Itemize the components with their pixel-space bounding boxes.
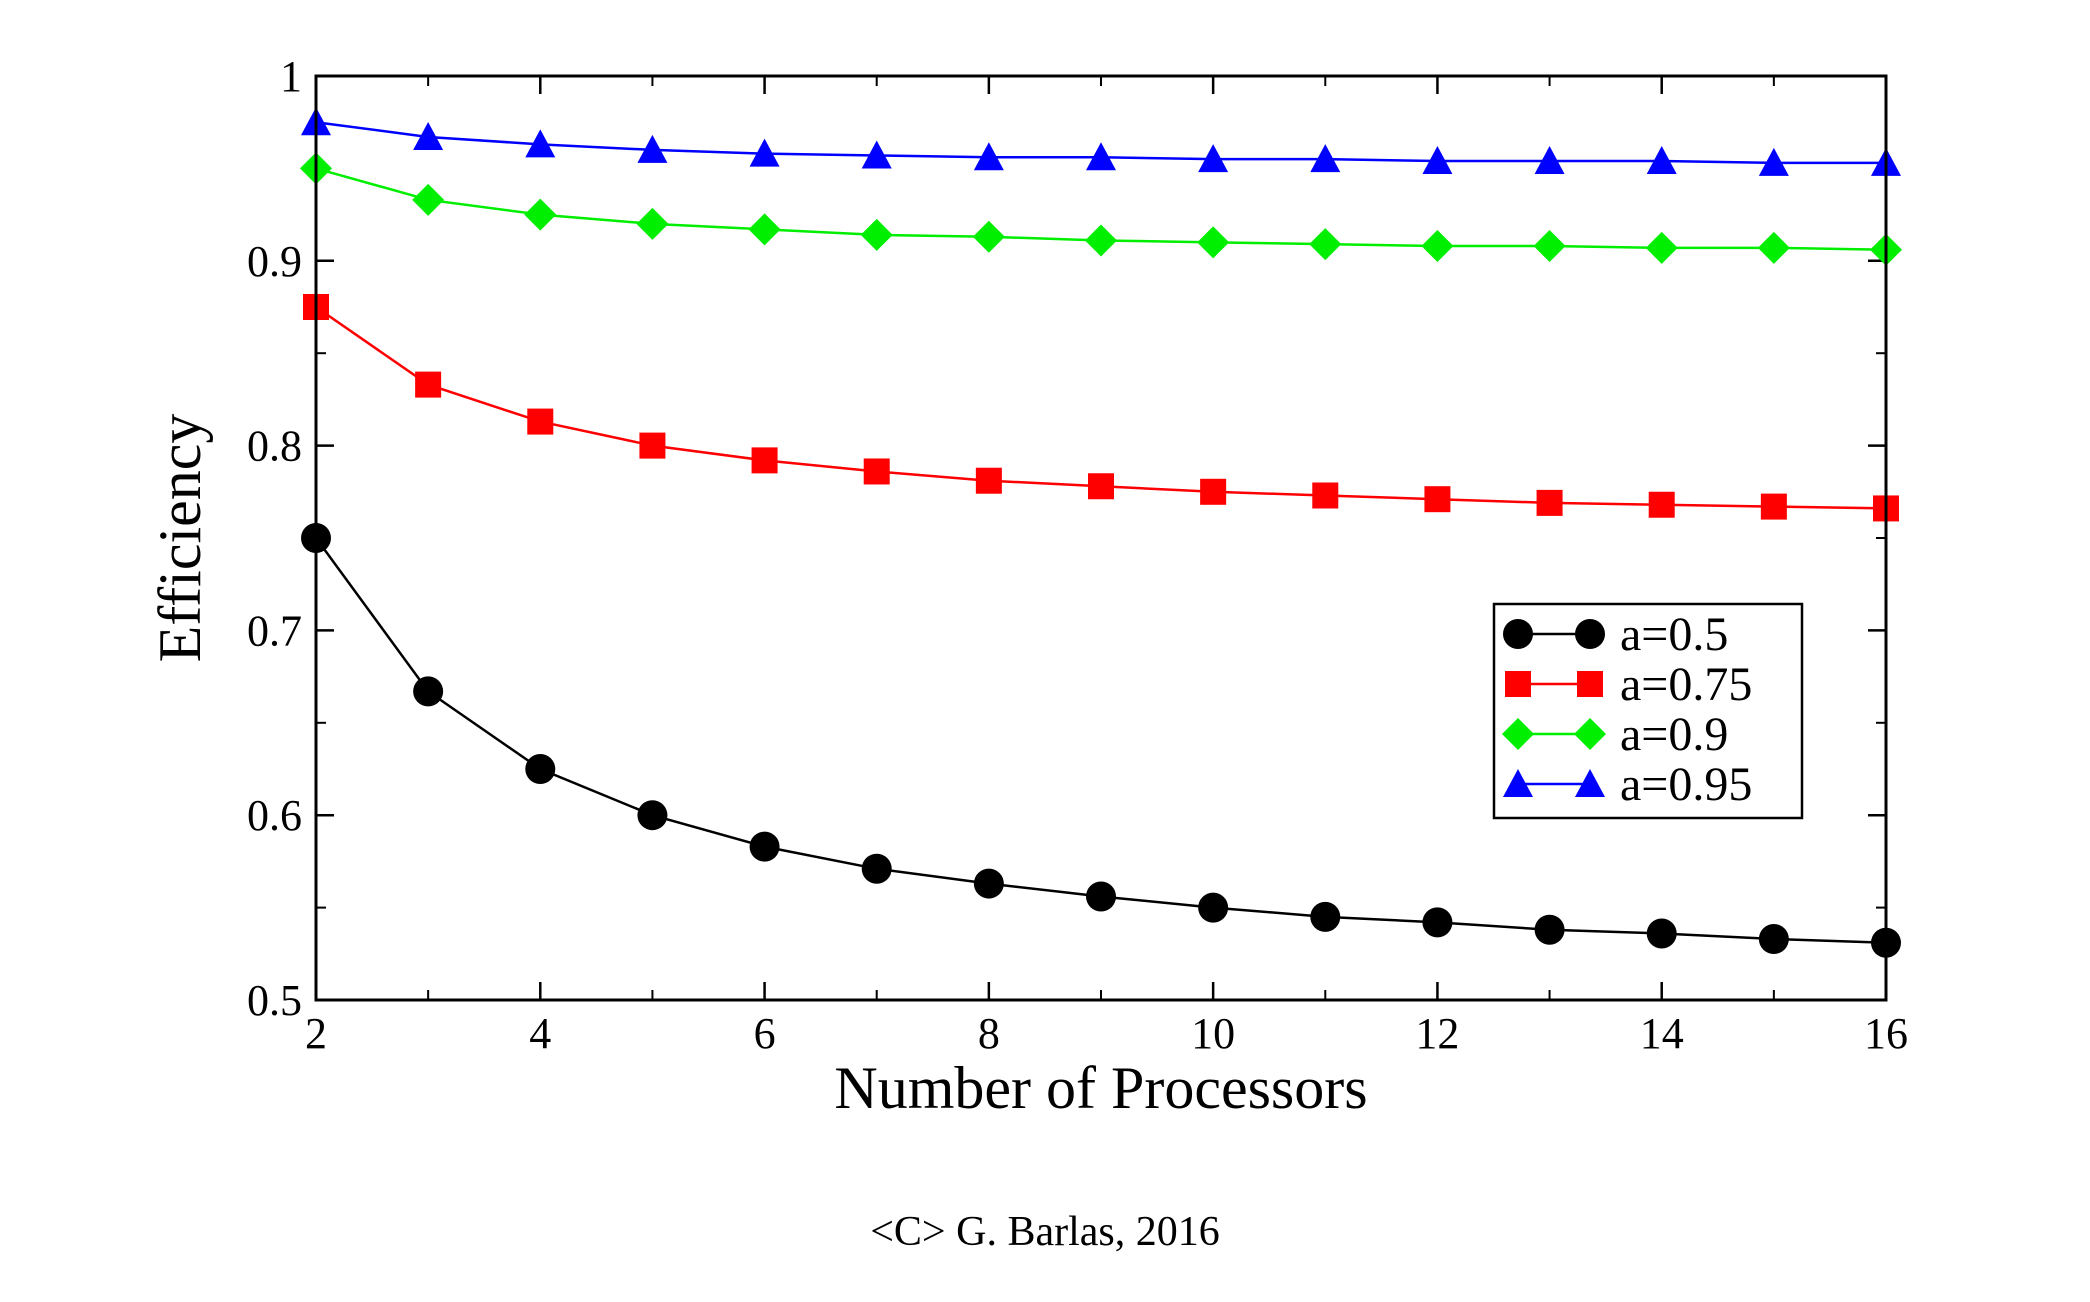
legend-label: a=0.5: [1620, 608, 1728, 661]
legend-item: a=0.75: [1505, 658, 1752, 711]
legend-marker: [1505, 671, 1531, 697]
series-a=0.95: [301, 107, 1901, 176]
data-point: [1310, 144, 1341, 173]
data-point: [1424, 486, 1451, 513]
series-layer: [300, 107, 1902, 958]
legend-label: a=0.75: [1620, 658, 1752, 711]
data-point: [861, 853, 892, 884]
tick-labels: 2 4 6 8 10 12 14 16 0.5 0.6 0.7 0.8 0.9 1: [247, 52, 1908, 1058]
data-point: [1757, 231, 1790, 264]
legend-item: a=0.9: [1502, 708, 1728, 761]
data-point: [412, 183, 445, 216]
x-tick-label: 16: [1864, 1009, 1908, 1058]
data-point: [1198, 892, 1229, 923]
y-tick-label: 0.9: [247, 237, 302, 286]
data-point: [861, 140, 892, 169]
data-point: [1645, 231, 1678, 264]
data-point: [1085, 224, 1117, 257]
x-tick-label: 14: [1640, 1009, 1684, 1058]
data-point: [1646, 146, 1677, 175]
y-axis-title: Efficiency: [147, 414, 213, 663]
data-point: [1758, 924, 1789, 955]
data-point: [636, 207, 669, 240]
legend-item: a=0.95: [1503, 758, 1752, 811]
data-point: [749, 138, 780, 167]
x-tick-label: 10: [1191, 1009, 1235, 1058]
y-tick-label: 0.6: [247, 791, 302, 840]
x-tick-label: 8: [978, 1009, 1000, 1058]
data-point: [1422, 146, 1453, 175]
data-point: [1312, 482, 1339, 509]
data-point: [527, 408, 554, 435]
data-point: [1200, 478, 1227, 505]
data-point: [639, 432, 666, 459]
data-point: [1646, 918, 1677, 949]
x-tick-label: 12: [1415, 1009, 1459, 1058]
x-tick-label: 4: [529, 1009, 551, 1058]
data-point: [1310, 901, 1341, 932]
data-point: [1086, 142, 1116, 171]
x-tick-label: 2: [305, 1009, 327, 1058]
x-tick-label: 6: [754, 1009, 776, 1058]
data-point: [413, 676, 444, 707]
plot-frame: [314, 74, 1888, 1002]
data-point: [973, 142, 1004, 171]
data-point: [1088, 473, 1114, 500]
legend-marker: [1502, 718, 1534, 750]
legend-item: a=0.5: [1503, 608, 1728, 661]
y-tick-label: 1: [280, 52, 302, 101]
data-point: [975, 467, 1002, 494]
data-point: [749, 831, 780, 862]
data-point: [637, 800, 668, 831]
data-point: [1536, 489, 1563, 516]
data-point: [637, 134, 668, 163]
legend-marker: [1503, 619, 1533, 649]
data-point: [1534, 146, 1565, 175]
legend-label: a=0.9: [1620, 708, 1728, 761]
data-point: [860, 218, 893, 251]
data-point: [413, 121, 444, 150]
data-point: [751, 447, 778, 474]
data-point: [1197, 226, 1230, 259]
x-axis-title: Number of Processors: [834, 1055, 1367, 1121]
legend: a=0.5a=0.75a=0.9a=0.95: [1492, 602, 1804, 820]
data-point: [1760, 493, 1787, 520]
legend-marker: [1574, 718, 1606, 750]
y-tick-label: 0.5: [247, 976, 302, 1025]
legend-marker: [1503, 769, 1533, 797]
data-point: [1309, 228, 1342, 261]
copyright-credit: <C> G. Barlas, 2016: [870, 1209, 1220, 1255]
data-point: [1534, 914, 1565, 945]
data-point: [1422, 907, 1453, 938]
series-a=0.9: [300, 152, 1902, 266]
data-point: [863, 458, 890, 485]
legend-marker: [1575, 769, 1605, 797]
data-point: [415, 371, 442, 398]
data-point: [1421, 230, 1454, 263]
data-point: [1533, 230, 1566, 263]
data-point: [1758, 147, 1789, 176]
data-point: [525, 754, 556, 784]
legend-marker: [1577, 671, 1603, 697]
data-point: [525, 129, 556, 158]
data-point: [748, 213, 781, 246]
data-point: [1086, 881, 1116, 912]
y-tick-label: 0.7: [247, 606, 302, 655]
legend-marker: [1575, 619, 1605, 649]
legend-label: a=0.95: [1620, 758, 1752, 811]
y-tick-label: 0.8: [247, 422, 302, 471]
data-point: [1648, 491, 1675, 518]
legend-box: [1492, 602, 1804, 820]
series-a=0.75: [303, 294, 1899, 522]
data-point: [973, 868, 1004, 899]
data-point: [1198, 144, 1229, 173]
series-a=0.5: [301, 523, 1901, 958]
data-point: [972, 220, 1005, 253]
data-point: [524, 198, 557, 231]
